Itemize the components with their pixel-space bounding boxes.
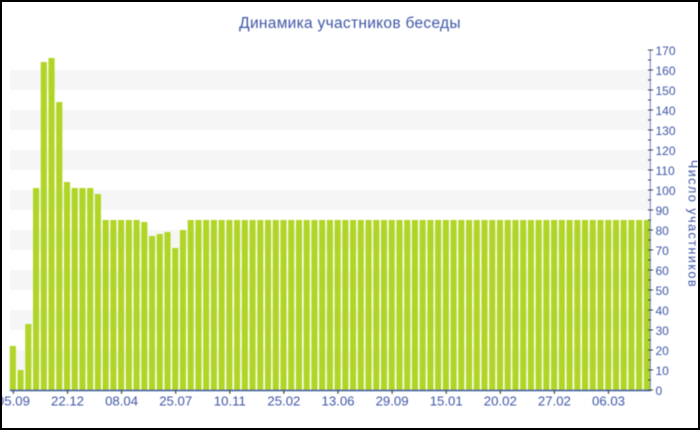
svg-text:06.03: 06.03: [592, 394, 625, 409]
svg-text:25.07: 25.07: [159, 394, 192, 409]
svg-text:20: 20: [656, 344, 670, 358]
svg-text:50: 50: [656, 284, 670, 298]
svg-text:25.02: 25.02: [267, 394, 300, 409]
svg-text:29.09: 29.09: [376, 394, 409, 409]
svg-text:10.11: 10.11: [214, 394, 246, 409]
svg-text:0: 0: [656, 384, 663, 398]
svg-text:170: 170: [656, 44, 676, 58]
svg-text:60: 60: [656, 264, 670, 278]
svg-text:160: 160: [656, 64, 676, 78]
svg-text:Динамика участников беседы: Динамика участников беседы: [239, 15, 461, 32]
svg-text:140: 140: [656, 104, 676, 118]
svg-text:Число участников: Число участников: [686, 160, 700, 288]
svg-text:15.01: 15.01: [430, 394, 463, 409]
svg-text:90: 90: [656, 204, 670, 218]
svg-text:08.04: 08.04: [105, 394, 138, 409]
svg-text:20.02: 20.02: [484, 394, 517, 409]
svg-text:10: 10: [656, 364, 670, 378]
svg-text:130: 130: [656, 124, 676, 138]
svg-text:27.02: 27.02: [538, 394, 571, 409]
svg-text:110: 110: [656, 164, 675, 178]
svg-text:13.06: 13.06: [321, 394, 354, 409]
svg-text:150: 150: [656, 84, 676, 98]
svg-text:80: 80: [656, 224, 670, 238]
svg-text:05.09: 05.09: [0, 394, 30, 409]
svg-text:22.12: 22.12: [51, 394, 84, 409]
svg-text:120: 120: [656, 144, 676, 158]
svg-text:40: 40: [656, 304, 670, 318]
svg-text:30: 30: [656, 324, 670, 338]
svg-text:70: 70: [656, 244, 670, 258]
svg-text:100: 100: [656, 184, 676, 198]
